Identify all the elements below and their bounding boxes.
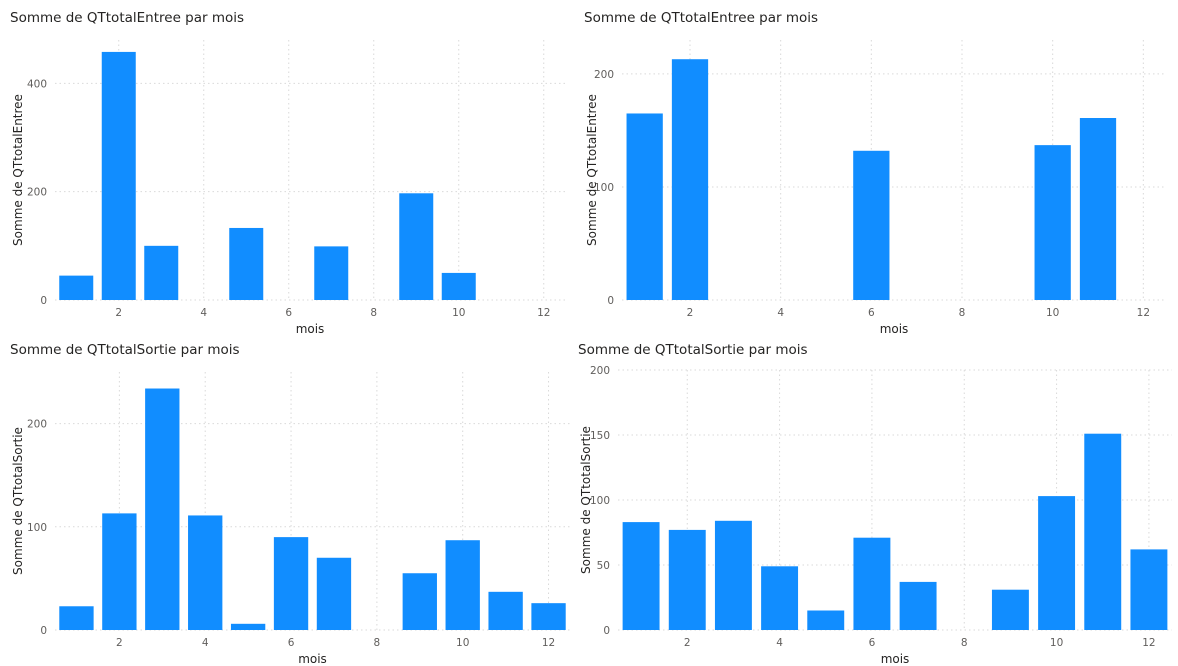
bar: [899, 581, 937, 630]
x-tick-label: 4: [776, 637, 783, 649]
y-tick-label: 0: [40, 625, 47, 637]
bar: [1130, 549, 1168, 630]
y-axis-title: Somme de QTtotalEntree: [585, 94, 599, 246]
chart-title: Somme de QTtotalEntree par mois: [584, 10, 819, 26]
chart-panel-2: Somme de QTtotalEntree par mois 0 100 200 2…: [584, 10, 1174, 340]
x-tick-label: 6: [285, 307, 292, 319]
bar: [188, 515, 223, 630]
x-axis-title: mois: [298, 652, 327, 666]
x-tick-label: 12: [542, 637, 555, 649]
bar: [761, 566, 799, 630]
bar: [59, 275, 94, 300]
chart-title: Somme de QTtotalSortie par mois: [10, 342, 240, 358]
chart-panel-1: Somme de QTtotalEntree par mois 0 200 400 2…: [10, 10, 580, 340]
y-tick-label: 400: [27, 78, 47, 90]
x-tick-label: 8: [961, 637, 968, 649]
bar: [1034, 145, 1071, 300]
y-tick-label: 200: [590, 365, 610, 377]
x-tick-label: 2: [115, 307, 122, 319]
chart-title: Somme de QTtotalEntree par mois: [10, 10, 245, 26]
x-tick-label: 4: [777, 307, 784, 319]
bar: [626, 113, 663, 300]
bar: [229, 227, 264, 300]
y-tick-label: 100: [594, 182, 614, 194]
y-tick-label: 0: [607, 295, 614, 307]
y-axis-title: Somme de QTtotalSortie: [579, 426, 593, 574]
y-tick-label: 100: [27, 522, 47, 534]
bar: [445, 540, 480, 630]
y-tick-label: 0: [40, 295, 47, 307]
x-axis-title: mois: [880, 322, 909, 336]
y-tick-label: 200: [27, 419, 47, 431]
x-tick-label: 8: [959, 307, 966, 319]
bar: [853, 537, 891, 630]
bar: [102, 513, 137, 630]
x-tick-label: 8: [370, 307, 377, 319]
x-axis-title: mois: [881, 652, 910, 666]
bar: [807, 610, 845, 630]
y-tick-label: 150: [590, 430, 610, 442]
x-tick-label: 8: [374, 637, 381, 649]
bar: [1079, 118, 1117, 300]
bar: [145, 388, 180, 630]
x-tick-label: 6: [869, 637, 876, 649]
bar: [488, 591, 523, 630]
y-tick-label: 50: [597, 560, 610, 572]
bar: [714, 520, 752, 630]
x-tick-label: 12: [1142, 637, 1155, 649]
y-tick-label: 200: [594, 69, 614, 81]
x-tick-label: 10: [452, 307, 465, 319]
bar: [316, 557, 352, 630]
bar: [273, 537, 309, 630]
chart-svg: 0 100 200 2 4 6 8 10 12 mois Somme de QTtotalSorti…: [11, 372, 570, 666]
bar: [1038, 496, 1076, 630]
x-tick-label: 12: [537, 307, 550, 319]
x-tick-label: 10: [1046, 307, 1059, 319]
bar: [853, 150, 890, 300]
bar: [314, 246, 349, 300]
bar: [101, 51, 136, 300]
y-tick-label: 0: [603, 625, 610, 637]
chart-svg: 0 50 100 150 200 2 4 6 8 10 12 mois Somme de QTtotal…: [579, 365, 1172, 666]
bar: [1084, 433, 1122, 630]
bar: [991, 589, 1029, 630]
x-tick-label: 12: [1137, 307, 1150, 319]
x-tick-label: 10: [456, 637, 469, 649]
bar: [531, 603, 566, 630]
chart-svg: 0 100 200 2 4 6 8 10 12 mois Somme de QTtotalEntre…: [585, 40, 1166, 336]
chart-svg: 0 200 400 2 4 6 8 10 12 mois Somme de QTtotalEntre…: [11, 40, 565, 336]
y-tick-label: 200: [27, 187, 47, 199]
bar: [441, 272, 476, 300]
chart-panel-3: Somme de QTtotalSortie par mois 0 100 200 2…: [10, 342, 580, 666]
x-tick-label: 4: [200, 307, 207, 319]
bar: [402, 573, 437, 630]
x-tick-label: 2: [684, 637, 691, 649]
x-tick-label: 2: [116, 637, 123, 649]
x-tick-label: 6: [288, 637, 295, 649]
bar: [59, 606, 94, 630]
bar: [668, 529, 706, 630]
bar: [399, 193, 434, 300]
bar: [144, 245, 179, 300]
bar: [230, 623, 266, 630]
y-tick-label: 100: [590, 495, 610, 507]
x-tick-label: 2: [687, 307, 694, 319]
y-axis-title: Somme de QTtotalSortie: [11, 427, 25, 575]
bar: [671, 59, 709, 300]
x-tick-label: 4: [202, 637, 209, 649]
x-axis-title: mois: [296, 322, 325, 336]
bar: [622, 522, 660, 630]
y-axis-title: Somme de QTtotalEntree: [11, 94, 25, 246]
x-tick-label: 10: [1050, 637, 1063, 649]
x-tick-label: 6: [868, 307, 875, 319]
chart-panel-4: Somme de QTtotalSortie par mois 0 50 100 15…: [578, 342, 1174, 666]
chart-title: Somme de QTtotalSortie par mois: [578, 342, 808, 358]
